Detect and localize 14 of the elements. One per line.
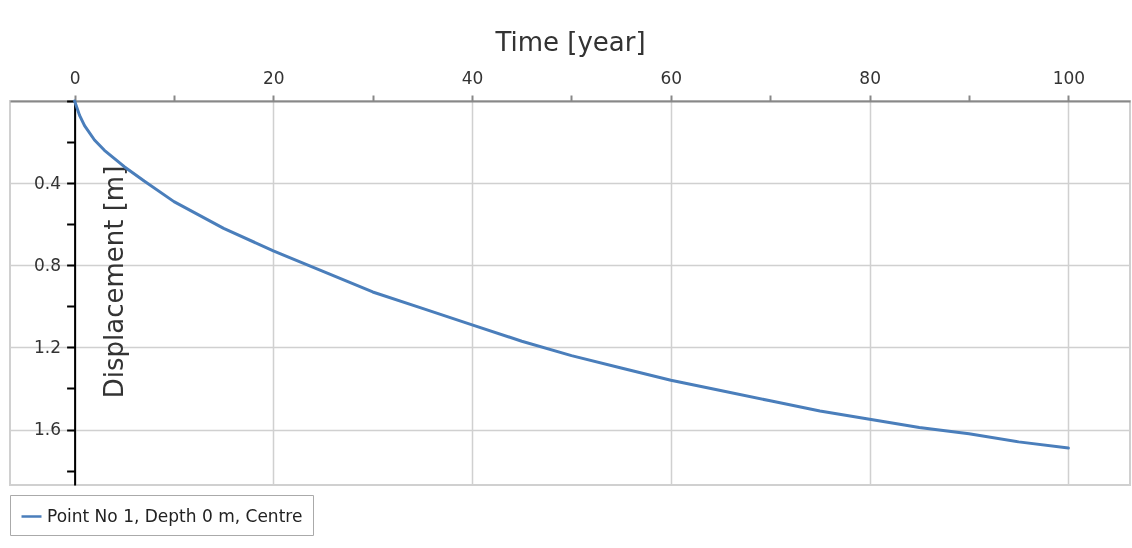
y-tick-label: 1.2 — [34, 336, 62, 357]
x-tick-label: 0 — [69, 67, 81, 88]
x-tick-label: 40 — [461, 67, 484, 88]
x-tick-label: 60 — [660, 67, 683, 88]
y-tick-label: 1.6 — [34, 419, 62, 440]
legend-label: Point No 1, Depth 0 m, Centre — [47, 505, 303, 526]
x-tick-label: 80 — [859, 67, 881, 88]
y-tick-label: 0.4 — [34, 172, 62, 193]
y-axis-title: Displacement [m] — [99, 165, 130, 399]
y-tick-label: 0.8 — [34, 254, 62, 275]
x-axis-title: Time [year] — [494, 26, 646, 57]
line-series — [73, 99, 1070, 450]
x-tick-label: 100 — [1052, 67, 1086, 88]
x-tick-label: 20 — [263, 67, 285, 88]
